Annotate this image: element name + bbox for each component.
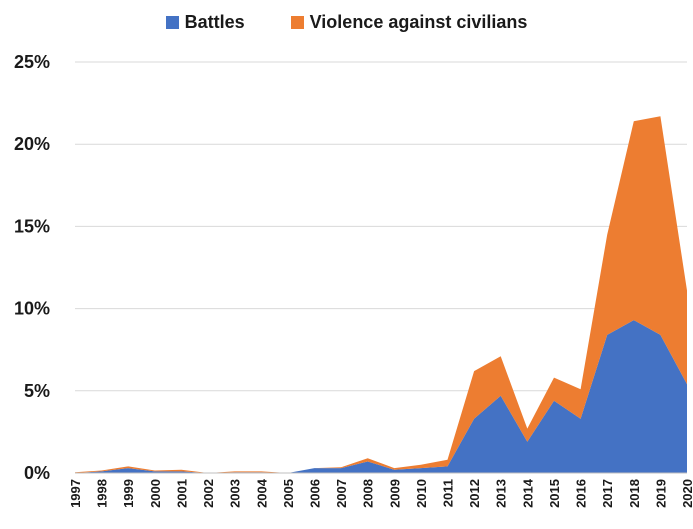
x-tick-label: 1998 bbox=[95, 479, 110, 508]
legend-item-battles: Battles bbox=[165, 11, 245, 33]
x-tick-label: 2009 bbox=[387, 479, 402, 508]
x-tick-label: 2011 bbox=[441, 479, 456, 507]
x-tick-label: 2017 bbox=[600, 479, 615, 508]
x-tick-label: 2012 bbox=[467, 479, 482, 508]
x-tick-label: 2006 bbox=[307, 479, 322, 508]
x-tick-label: 2014 bbox=[520, 478, 535, 508]
x-tick-label: 2015 bbox=[547, 479, 562, 508]
legend-swatch-violence bbox=[290, 15, 304, 29]
x-tick-label: 2005 bbox=[281, 479, 296, 508]
legend-item-violence: Violence against civilians bbox=[290, 11, 528, 33]
y-tick-label: 25% bbox=[14, 52, 50, 72]
legend-swatch-battles bbox=[165, 15, 179, 29]
legend-label-battles: Battles bbox=[184, 11, 245, 32]
x-tick-label: 2020 bbox=[680, 479, 693, 508]
y-tick-label: 0% bbox=[24, 463, 50, 483]
y-tick-label: 15% bbox=[14, 216, 50, 236]
x-tick-label: 2008 bbox=[361, 479, 376, 508]
legend: Battles Violence against civilians bbox=[0, 8, 693, 36]
x-tick-label: 2002 bbox=[201, 479, 216, 508]
x-tick-label: 2010 bbox=[414, 479, 429, 508]
y-tick-label: 20% bbox=[14, 134, 50, 154]
y-tick-label: 10% bbox=[14, 299, 50, 319]
y-tick-label: 5% bbox=[24, 381, 50, 401]
x-tick-label: 2016 bbox=[574, 479, 589, 508]
x-tick-label: 2000 bbox=[148, 479, 163, 508]
x-tick-label: 2007 bbox=[334, 479, 349, 508]
x-tick-label: 1997 bbox=[68, 479, 83, 508]
x-tick-label: 1999 bbox=[121, 479, 136, 508]
x-tick-label: 2003 bbox=[228, 479, 243, 508]
x-tick-label: 2018 bbox=[627, 479, 642, 508]
x-tick-label: 2001 bbox=[174, 479, 189, 508]
legend-label-violence: Violence against civilians bbox=[309, 11, 528, 32]
x-tick-label: 2013 bbox=[494, 479, 509, 508]
area-series-0 bbox=[75, 320, 687, 473]
x-tick-label: 2019 bbox=[653, 479, 668, 508]
x-tick-label: 2004 bbox=[254, 478, 269, 508]
